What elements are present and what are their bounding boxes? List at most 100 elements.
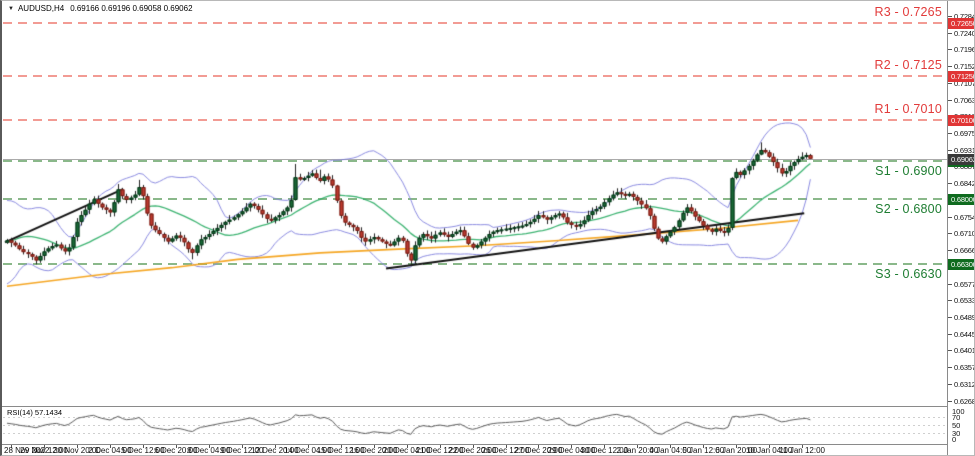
rsi-scale-label: 0 (952, 435, 957, 444)
time-axis-tick (374, 445, 375, 448)
time-axis-tick (143, 445, 144, 448)
time-axis-tick (407, 445, 408, 448)
price-axis-label: 0.65770 (954, 279, 974, 289)
price-axis-label: 0.69310 (954, 145, 974, 155)
time-axis-tick (769, 445, 770, 448)
time-axis-label: 22 Dec 20:00 (448, 446, 497, 455)
time-axis-label: 8 Dec 04:00 (187, 446, 231, 455)
time-axis-tick (242, 445, 243, 448)
time-axis-label: 21 Dec 12:00 (415, 446, 464, 455)
price-axis-label: 0.72840 (954, 12, 974, 21)
time-axis-separator (2, 444, 948, 445)
time-axis-tick (341, 445, 342, 448)
time-axis-label: 6 Jan 20:00 (715, 446, 758, 455)
price-axis-tick (948, 367, 952, 368)
time-axis-tick (538, 445, 539, 448)
price-axis-tick (948, 217, 952, 218)
time-axis-label: 30 Nov 20:00 (53, 446, 101, 455)
level-label-r1: R1 - 0.7010 (874, 101, 942, 116)
time-axis-label: 26 Dec 12:00 (481, 446, 530, 455)
level-label-r3: R3 - 0.7265 (874, 5, 942, 20)
price-axis-label: 0.64450 (954, 329, 974, 339)
price-axis-label: 0.69750 (954, 128, 974, 138)
time-axis-tick (802, 445, 803, 448)
price-axis-tick (948, 300, 952, 301)
time-axis-tick (736, 445, 737, 448)
time-axis-label: 2 Dec 04:00 (88, 446, 132, 455)
price-axis-tick (948, 83, 952, 84)
time-axis-label: 2 Jan 20:00 (616, 446, 659, 455)
chart-ohlc-values: 0.69166 0.69196 0.69058 0.69062 (70, 4, 193, 13)
price-axis-tick (948, 66, 952, 67)
time-axis-label: 6 Dec 20:00 (154, 446, 198, 455)
level-price-badge: 0.68000 (948, 194, 974, 206)
price-axis-label: 0.72400 (954, 28, 974, 38)
time-axis-tick (176, 445, 177, 448)
price-axis-tick (948, 183, 952, 184)
time-axis-tick (209, 445, 210, 448)
price-axis-tick (948, 334, 952, 335)
price-axis-tick (948, 401, 952, 402)
time-axis-label: 15 Dec 12:00 (316, 446, 365, 455)
price-axis-tick (948, 350, 952, 351)
time-axis-label: 28 Nov 2022 (4, 446, 50, 455)
price-axis-label: 0.63120 (954, 379, 974, 389)
price-axis-label: 0.67100 (954, 229, 974, 239)
time-axis-tick (637, 445, 638, 448)
price-axis-label: 0.68420 (954, 179, 974, 189)
time-axis-tick (77, 445, 78, 448)
time-axis-label: 30 Dec 12:00 (580, 446, 629, 455)
time-axis-label: 11 Jan 12:00 (779, 446, 825, 455)
price-axis-tick (948, 317, 952, 318)
time-axis-tick (275, 445, 276, 448)
chart-dropdown-icon[interactable]: ▼ (8, 6, 14, 12)
time-axis-tick (670, 445, 671, 448)
price-axis-label: 0.67540 (954, 212, 974, 222)
time-axis-tick (308, 445, 309, 448)
price-axis-label: 0.71520 (954, 61, 974, 71)
time-axis-label: 10 Jan 04:00 (746, 446, 793, 455)
level-label-r2: R2 - 0.7125 (874, 58, 942, 73)
price-axis-tick (948, 133, 952, 134)
time-axis-tick (703, 445, 704, 448)
rsi-scale-label: 50 (952, 421, 961, 430)
time-axis-tick (571, 445, 572, 448)
time-axis-tick (506, 445, 507, 448)
price-axis-tick (948, 284, 952, 285)
price-axis-tick (948, 250, 952, 251)
time-axis-label: 5 Jan 12:00 (682, 446, 725, 455)
price-axis-tick (948, 100, 952, 101)
rsi-indicator-label: RSI(14) 57.1434 (7, 408, 63, 417)
level-label-s2: S2 - 0.6800 (875, 202, 942, 217)
level-label-s3: S3 - 0.6630 (875, 266, 942, 281)
time-axis-tick (440, 445, 441, 448)
time-axis-label: 14 Dec 04:00 (283, 446, 332, 455)
price-axis-separator (947, 1, 948, 455)
rsi-scale-label: 30 (952, 428, 961, 438)
time-axis-label: 12 Dec 20:00 (251, 446, 299, 455)
chart-symbol-period: AUDUSD,H4 (17, 4, 65, 13)
time-axis-label: 16 Dec 20:00 (349, 446, 398, 455)
time-axis-label: 4 Jan 04:00 (649, 446, 692, 455)
chart-title: ▼ AUDUSD,H4 0.69166 0.69196 0.69058 0.6906… (8, 4, 193, 13)
price-axis-label: 0.65330 (954, 296, 974, 306)
time-axis-label: 20 Dec 04:00 (382, 446, 431, 455)
rsi-scale-label: 100 (952, 407, 965, 416)
time-axis-label: 9 Dec 12:00 (220, 446, 264, 455)
time-axis-label: 29 Dec 04:00 (547, 446, 596, 455)
time-axis-tick (473, 445, 474, 448)
level-price-badge: 0.72650 (948, 18, 974, 30)
time-axis-tick (11, 445, 12, 448)
time-axis-tick (604, 445, 605, 448)
price-axis-label: 0.71960 (954, 45, 974, 55)
price-axis-label: 0.62680 (954, 396, 974, 406)
time-axis-label: 27 Dec 20:00 (514, 446, 563, 455)
level-label-s1: S1 - 0.6900 (875, 164, 942, 179)
price-axis-label: 0.63570 (954, 362, 974, 372)
level-price-badge: 0.70100 (948, 114, 974, 126)
level-price-badge: 0.66300 (948, 258, 974, 270)
price-axis-tick (948, 49, 952, 50)
time-axis-label: 5 Dec 12:00 (121, 446, 165, 455)
price-axis-tick (948, 233, 952, 234)
